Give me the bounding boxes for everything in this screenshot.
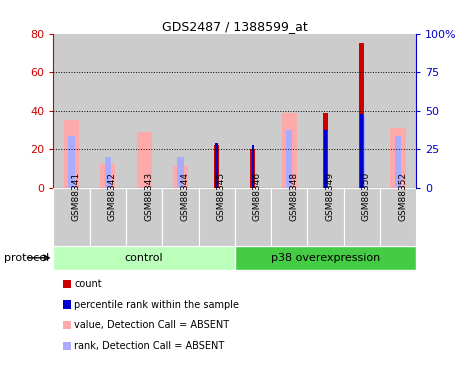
Bar	[53, 34, 90, 188]
Bar	[105, 157, 111, 188]
Bar	[252, 145, 254, 188]
Text: percentile rank within the sample: percentile rank within the sample	[74, 300, 239, 309]
Bar	[214, 145, 219, 188]
Bar	[90, 188, 126, 246]
Bar	[126, 34, 162, 188]
Text: GSM88344: GSM88344	[180, 172, 189, 221]
Bar	[235, 188, 271, 246]
Bar	[324, 130, 327, 188]
Bar	[307, 188, 344, 246]
Text: GSM88346: GSM88346	[253, 172, 262, 221]
Bar	[282, 112, 297, 188]
Bar	[162, 188, 199, 246]
Bar	[344, 188, 380, 246]
Text: GSM88350: GSM88350	[362, 172, 371, 221]
Bar	[323, 112, 328, 188]
Bar	[391, 128, 405, 188]
Bar	[235, 246, 416, 270]
Text: GSM88345: GSM88345	[217, 172, 226, 221]
Bar	[173, 166, 188, 188]
Text: protocol: protocol	[4, 253, 49, 263]
Bar	[53, 246, 235, 270]
Text: GSM88341: GSM88341	[72, 172, 80, 221]
Bar	[380, 188, 416, 246]
Bar	[251, 149, 255, 188]
Text: GSM88342: GSM88342	[108, 172, 117, 221]
Text: GSM88348: GSM88348	[289, 172, 298, 221]
Text: GSM88352: GSM88352	[398, 172, 407, 221]
Text: value, Detection Call = ABSENT: value, Detection Call = ABSENT	[74, 320, 230, 330]
Bar	[177, 157, 184, 188]
Text: GSM88349: GSM88349	[326, 172, 334, 221]
Bar	[90, 34, 126, 188]
Bar	[100, 164, 115, 188]
Bar	[286, 130, 292, 188]
Text: control: control	[125, 253, 164, 263]
Bar	[64, 120, 79, 188]
Bar	[199, 188, 235, 246]
Bar	[126, 188, 162, 246]
Bar	[360, 114, 363, 188]
Bar	[344, 34, 380, 188]
Bar	[215, 143, 218, 188]
Bar	[53, 188, 90, 246]
Title: GDS2487 / 1388599_at: GDS2487 / 1388599_at	[162, 20, 308, 33]
Bar	[271, 188, 307, 246]
Bar	[271, 34, 307, 188]
Bar	[137, 132, 152, 188]
Bar	[359, 44, 364, 188]
Bar	[380, 34, 416, 188]
Bar	[395, 136, 401, 188]
Text: GSM88343: GSM88343	[144, 172, 153, 221]
Bar	[162, 34, 199, 188]
Text: count: count	[74, 279, 102, 289]
Bar	[199, 34, 235, 188]
Bar	[235, 34, 271, 188]
Bar	[359, 116, 365, 188]
Bar	[307, 34, 344, 188]
Text: rank, Detection Call = ABSENT: rank, Detection Call = ABSENT	[74, 341, 225, 351]
Text: p38 overexpression: p38 overexpression	[271, 253, 380, 263]
Bar	[68, 136, 75, 188]
